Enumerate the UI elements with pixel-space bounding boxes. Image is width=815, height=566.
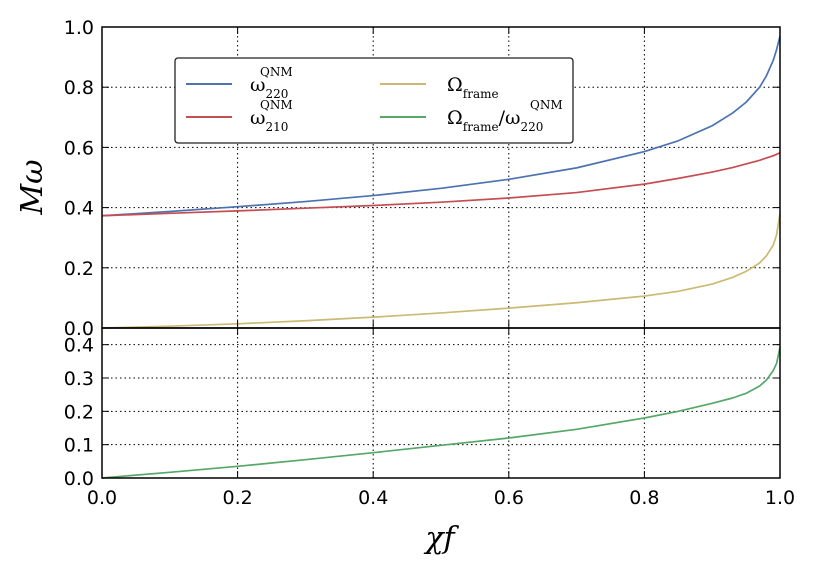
bottom-x-tick-label: 0.4: [358, 487, 388, 509]
bottom-x-tick-label: 0.0: [87, 487, 117, 509]
legend-omega210-base: ω: [250, 107, 266, 129]
top-y-tick-label: 0.4: [64, 198, 94, 220]
legend-omega220-sup: QNM: [260, 65, 293, 79]
legend-ratio-mid: /ω: [499, 107, 521, 129]
legend-frame: [174, 57, 574, 144]
legend-ratio-base: Ω: [447, 107, 463, 129]
bottom-series-line-0: [101, 347, 781, 479]
bottom-panel: 0.0 0.1 0.2 0.3 0.4 0.0 0.2 0.4 0.6 0.8 1.0: [64, 327, 795, 509]
bottom-y-tick-label: 0.0: [64, 468, 94, 490]
top-y-tick-label: 0.0: [64, 318, 94, 340]
legend-omega220-sub: 220: [266, 87, 289, 101]
legend-omega220-base: ω: [250, 74, 266, 96]
legend-omega-frame-sub: frame: [463, 87, 499, 101]
y-axis-label: Mω: [15, 159, 50, 215]
legend-label-omega220: ω220 QNM: [250, 65, 293, 101]
legend-ratio-sub: frame: [463, 120, 499, 134]
legend-label-omega210: ω210 QNM: [250, 98, 293, 134]
legend-omega210-sub: 210: [266, 120, 289, 134]
legend-label-ratio: Ωframe/ω220 QNM: [447, 98, 563, 134]
top-panel: 0.0 0.2 0.4 0.6 0.8 1.0: [64, 17, 781, 340]
legend-omega210-sup: QNM: [260, 98, 293, 112]
bottom-y-tick-label: 0.4: [64, 335, 94, 357]
legend-omega-frame-base: Ω: [447, 74, 463, 96]
bottom-x-tick-label: 0.2: [222, 487, 252, 509]
bottom-x-tick-label: 1.0: [765, 487, 795, 509]
legend-label-omega-frame: Ωframe: [447, 74, 499, 101]
bottom-x-tick-label: 0.8: [629, 487, 659, 509]
bottom-y-tick-label: 0.2: [64, 401, 94, 423]
bottom-x-tick-label: 0.6: [494, 487, 524, 509]
bottom-y-tick-label: 0.3: [64, 368, 94, 390]
top-series-line-2: [101, 213, 781, 329]
top-y-tick-label: 0.2: [64, 258, 94, 280]
x-axis-label: χf: [423, 521, 459, 556]
top-y-tick-label: 0.8: [64, 77, 94, 99]
bottom-y-tick-label: 0.1: [64, 435, 94, 457]
bottom-axes-frame: [101, 327, 781, 479]
top-series-line-0: [101, 35, 781, 217]
top-y-tick-label: 1.0: [64, 17, 94, 39]
top-y-tick-label: 0.6: [64, 137, 94, 159]
legend: ω220QNM ω210QNM Ωframe Ωframe/ω220QNM: [174, 57, 574, 144]
legend-ratio-sup: QNM: [530, 98, 563, 112]
top-series-line-1: [101, 152, 781, 217]
legend-ratio-sub2: 220: [520, 120, 543, 134]
